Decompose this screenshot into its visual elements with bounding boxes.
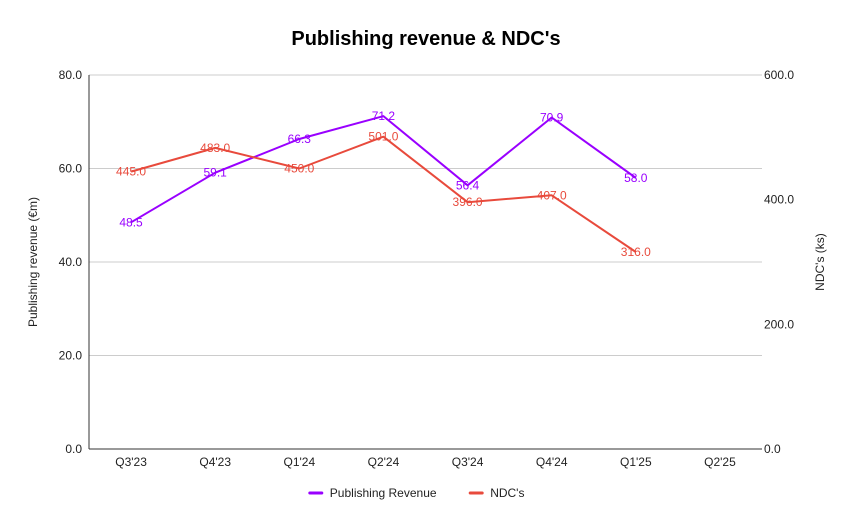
data-label: 407.0 xyxy=(537,188,567,202)
data-label: 483.0 xyxy=(200,141,230,155)
x-axis-ticks: Q3'23 Q4'23 Q1'24 Q2'24 Q3'24 Q4'24 Q1'25 Q2'25 xyxy=(115,455,736,469)
x-tick-label: Q2'25 xyxy=(704,455,736,469)
data-label: 71.2 xyxy=(372,109,396,123)
legend: Publishing Revenue NDC's xyxy=(308,486,524,500)
data-label: 66.3 xyxy=(288,132,312,146)
data-label: 59.1 xyxy=(204,166,228,180)
data-label: 450.0 xyxy=(284,162,314,176)
data-label: 316.0 xyxy=(621,245,651,259)
x-tick-label: Q2'24 xyxy=(368,455,400,469)
x-tick-label: Q1'24 xyxy=(283,455,315,469)
data-label: 56.4 xyxy=(456,178,480,192)
left-axis-ticks: 0.0 20.0 40.0 60.0 80.0 xyxy=(59,68,83,456)
x-tick-label: Q1'25 xyxy=(620,455,652,469)
x-tick-label: Q4'23 xyxy=(199,455,231,469)
right-axis-title: NDC's (ks) xyxy=(813,233,827,291)
x-tick-label: Q4'24 xyxy=(536,455,568,469)
data-label: 58.0 xyxy=(624,171,648,185)
legend-label: NDC's xyxy=(490,486,524,500)
left-tick-label: 20.0 xyxy=(59,349,83,363)
chart-title: Publishing revenue & NDC's xyxy=(291,28,560,50)
data-label: 70.9 xyxy=(540,111,564,125)
left-axis-title: Publishing revenue (€m) xyxy=(26,197,40,327)
right-tick-label: 200.0 xyxy=(764,317,794,331)
legend-label: Publishing Revenue xyxy=(330,486,437,500)
left-tick-label: 0.0 xyxy=(65,442,82,456)
data-label: 396.0 xyxy=(453,195,483,209)
left-tick-label: 60.0 xyxy=(59,162,83,176)
x-tick-label: Q3'24 xyxy=(452,455,484,469)
data-label: 501.0 xyxy=(368,130,398,144)
series-line-1 xyxy=(130,115,637,224)
right-axis-ticks: 0.0 200.0 400.0 600.0 xyxy=(764,68,794,456)
right-tick-label: 400.0 xyxy=(764,193,794,207)
gridlines xyxy=(88,74,762,450)
right-tick-label: 600.0 xyxy=(764,68,794,82)
right-tick-label: 0.0 xyxy=(764,442,781,456)
left-tick-label: 80.0 xyxy=(59,68,83,82)
series-line-2 xyxy=(130,135,637,253)
data-label: 48.5 xyxy=(119,215,143,229)
series-layer: 48.5 59.1 66.3 71.2 56.4 70.9 58.0 445.0 483.0 45… xyxy=(116,109,651,259)
x-tick-label: Q3'23 xyxy=(115,455,147,469)
left-tick-label: 40.0 xyxy=(59,255,83,269)
data-label: 445.0 xyxy=(116,165,146,179)
